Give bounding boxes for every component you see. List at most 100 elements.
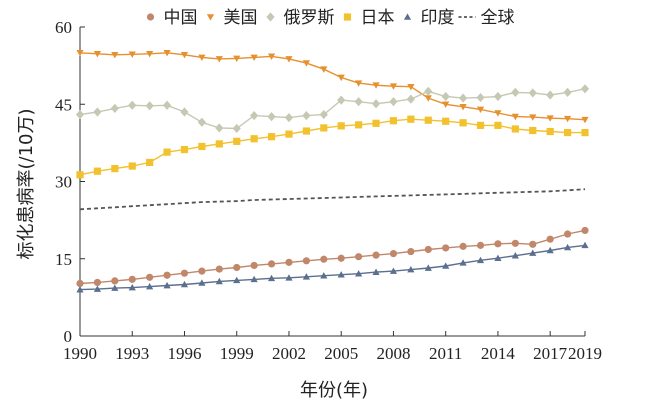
data-point-2	[337, 95, 346, 105]
data-point-3	[581, 128, 589, 137]
data-point-2	[528, 88, 537, 98]
data-point-0	[563, 230, 572, 238]
series-line-4	[79, 244, 586, 291]
data-point-0	[128, 275, 136, 283]
legend-label-1: 美国	[224, 8, 258, 28]
data-point-2	[232, 123, 241, 134]
data-point-1	[511, 113, 519, 121]
data-point-4	[128, 283, 136, 291]
x-tick-label: 2005	[324, 344, 358, 363]
data-point-3	[250, 135, 258, 143]
data-point-3	[302, 127, 310, 135]
data-point-0	[476, 241, 485, 249]
data-point-2	[476, 92, 485, 103]
data-point-3	[407, 115, 415, 123]
data-point-1	[563, 115, 572, 123]
data-point-3	[285, 130, 293, 138]
data-point-2	[250, 110, 259, 121]
data-point-0	[389, 250, 398, 258]
data-point-1	[442, 101, 450, 108]
data-point-4	[93, 285, 102, 292]
data-point-0	[320, 255, 328, 263]
data-point-3	[267, 133, 276, 141]
legend: 中国 美国 俄罗斯 日本 印度 全球	[146, 8, 515, 28]
data-point-2	[145, 101, 154, 111]
data-point-0	[198, 267, 206, 275]
data-point-2	[406, 94, 415, 104]
data-point-2	[319, 109, 328, 120]
data-point-1	[285, 56, 293, 63]
data-point-1	[93, 50, 102, 58]
data-point-1	[546, 115, 554, 122]
data-point-4	[337, 271, 345, 278]
data-point-1	[389, 83, 398, 90]
x-axis: 1990 1993 1996 1999 2002 2005 2008 2011 2014 2017…	[63, 331, 602, 363]
y-axis-title: 标化患病率(/10万)	[16, 108, 37, 259]
data-point-1	[76, 49, 84, 57]
data-point-0	[180, 269, 189, 277]
data-point-4	[111, 284, 119, 291]
data-point-0	[407, 247, 415, 256]
data-point-4	[442, 262, 450, 269]
data-point-1	[355, 80, 363, 87]
data-point-2	[75, 109, 85, 120]
data-point-0	[302, 257, 310, 265]
series-line-1	[79, 52, 586, 121]
data-point-0	[442, 244, 450, 252]
data-point-2	[162, 100, 172, 110]
data-point-0	[511, 239, 519, 247]
data-point-3	[372, 119, 380, 127]
data-point-3	[546, 127, 554, 136]
plot-area	[75, 49, 590, 293]
data-point-3	[215, 140, 223, 148]
data-point-4	[76, 286, 84, 293]
data-point-1	[215, 56, 223, 63]
data-point-1	[494, 110, 502, 117]
data-point-4	[407, 265, 415, 273]
data-point-4	[198, 279, 206, 286]
data-point-4	[372, 268, 380, 275]
data-point-3	[494, 121, 502, 129]
data-point-1	[233, 55, 241, 63]
data-point-3	[111, 165, 119, 173]
data-point-4	[546, 246, 554, 254]
data-point-0	[111, 277, 119, 285]
data-point-4	[511, 252, 519, 259]
data-point-1	[111, 52, 119, 59]
data-point-4	[563, 243, 572, 251]
data-point-3	[442, 117, 450, 125]
data-point-2	[215, 123, 224, 133]
x-tick-label: 1999	[220, 344, 254, 363]
data-point-2	[459, 93, 468, 103]
series-line-3	[79, 118, 585, 176]
data-point-4	[233, 276, 241, 284]
data-point-1	[407, 83, 415, 91]
y-tick-label: 30	[55, 173, 72, 192]
data-point-3	[76, 171, 84, 179]
data-point-2	[563, 87, 572, 98]
data-point-2	[389, 97, 398, 107]
legend-swatch-1	[206, 14, 215, 21]
data-point-1	[581, 116, 589, 124]
x-axis-title: 年份(年)	[300, 380, 368, 401]
data-point-3	[476, 121, 485, 129]
data-point-3	[320, 124, 328, 132]
data-point-3	[355, 121, 363, 129]
data-point-2	[424, 86, 433, 96]
data-point-2	[93, 107, 102, 117]
data-point-3	[128, 162, 136, 170]
data-point-3	[424, 116, 432, 124]
data-point-2	[371, 99, 381, 109]
data-point-3	[163, 148, 171, 156]
data-point-4	[581, 241, 589, 249]
data-point-4	[389, 267, 398, 274]
legend-swatch-0	[146, 13, 155, 21]
data-point-2	[354, 97, 363, 107]
data-point-3	[146, 158, 154, 167]
data-point-2	[197, 117, 206, 127]
series-line-2	[79, 88, 586, 130]
x-tick-label: 2019	[568, 344, 602, 363]
data-point-2	[546, 90, 555, 100]
data-point-0	[76, 279, 84, 288]
